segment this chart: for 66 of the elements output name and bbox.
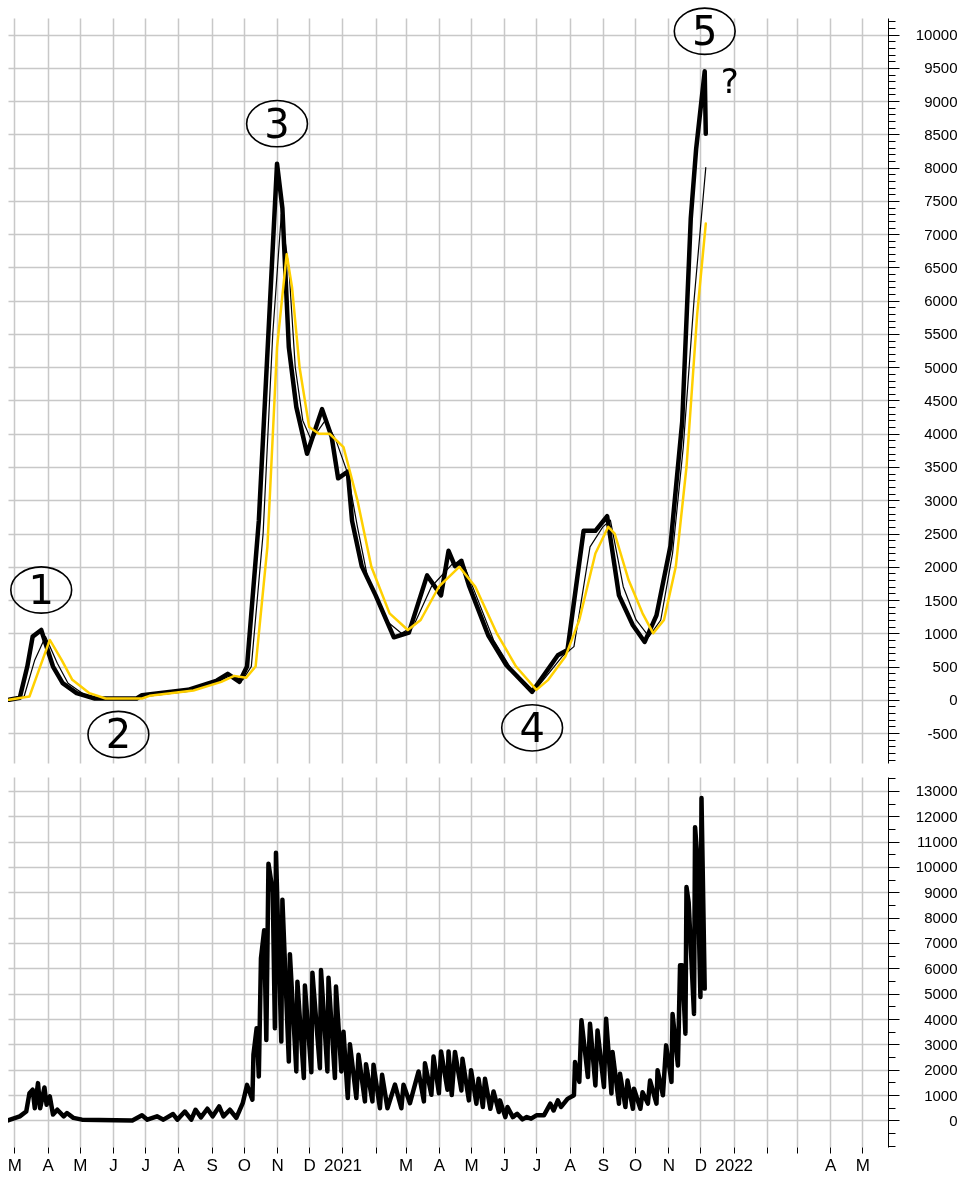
annotation: 4 — [519, 704, 545, 751]
x-tick-label: O — [237, 1155, 251, 1175]
y-tick-label: 11000 — [916, 833, 957, 851]
x-tick-label: J — [141, 1155, 150, 1175]
y-tick-label: 12000 — [915, 807, 957, 825]
y-tick-label: 2500 — [924, 525, 957, 543]
y-tick-label: 10000 — [915, 858, 957, 876]
x-tick-label: S — [597, 1155, 610, 1175]
x-tick-label: J — [500, 1155, 510, 1175]
y-tick-label: 4500 — [924, 391, 957, 409]
y-tick-label: 1500 — [924, 591, 957, 609]
y-tick-label: 6000 — [924, 959, 957, 977]
y-tick-label: 500 — [932, 658, 957, 676]
x-tick-label: M — [464, 1155, 479, 1175]
x-tick-label: 2021 — [324, 1155, 362, 1175]
x-tick-label: A — [42, 1155, 55, 1175]
y-tick-label: 9000 — [924, 92, 957, 110]
y-tick-label: 8000 — [924, 909, 957, 927]
x-tick-label: M — [399, 1155, 414, 1175]
y-tick-label: 5000 — [924, 985, 957, 1003]
x-tick-label: N — [662, 1155, 675, 1175]
y-tick-label: 9000 — [924, 883, 957, 901]
y-tick-label: -500 — [927, 724, 957, 742]
y-tick-label: 8500 — [924, 125, 957, 143]
x-tick-label: A — [824, 1155, 837, 1175]
annotation: 3 — [264, 100, 290, 147]
x-tick-label: M — [73, 1155, 88, 1175]
y-tick-label: 13000 — [915, 782, 957, 800]
y-tick-label: 5500 — [924, 325, 957, 343]
y-tick-label: 7000 — [924, 225, 957, 243]
y-tick-label: 0 — [949, 1111, 957, 1129]
x-tick-label: O — [628, 1155, 643, 1175]
x-tick-label: J — [532, 1155, 542, 1175]
x-tick-label: A — [173, 1155, 186, 1175]
y-tick-label: 2000 — [924, 1061, 957, 1079]
x-tick-label: J — [109, 1155, 118, 1175]
y-tick-label: 7500 — [924, 192, 957, 210]
y-tick-label: 0 — [949, 691, 957, 709]
y-tick-label: 3000 — [924, 1035, 957, 1053]
y-tick-label: 5000 — [924, 358, 957, 376]
y-tick-label: 1000 — [924, 624, 957, 642]
x-tick-label: 2022 — [715, 1155, 754, 1175]
y-tick-label: 3000 — [924, 491, 957, 509]
y-tick-label: 9500 — [924, 59, 957, 77]
y-tick-label: 1000 — [924, 1086, 957, 1104]
y-tick-label: 6500 — [924, 258, 957, 276]
y-tick-label: 7000 — [924, 934, 957, 952]
x-tick-label: N — [271, 1155, 284, 1175]
y-tick-label: 8000 — [924, 159, 957, 177]
y-tick-label: 6000 — [924, 292, 957, 310]
y-tick-label: 4000 — [924, 425, 957, 443]
y-tick-label: 2000 — [924, 558, 957, 576]
x-tick-label: S — [206, 1155, 218, 1175]
x-tick-label: D — [303, 1155, 316, 1175]
y-tick-label: 3500 — [924, 458, 957, 476]
x-tick-label: M — [7, 1155, 23, 1175]
x-tick-label: A — [433, 1155, 446, 1175]
annotation: 5 — [691, 8, 718, 55]
y-tick-label: 4000 — [924, 1010, 957, 1028]
x-tick-label: M — [855, 1155, 870, 1175]
x-tick-label: A — [564, 1155, 577, 1175]
annotation: 2 — [105, 711, 132, 758]
annotation: ? — [720, 61, 739, 102]
annotation: 1 — [28, 566, 54, 613]
x-tick-label: D — [694, 1155, 708, 1175]
y-tick-label: 10000 — [915, 26, 957, 44]
